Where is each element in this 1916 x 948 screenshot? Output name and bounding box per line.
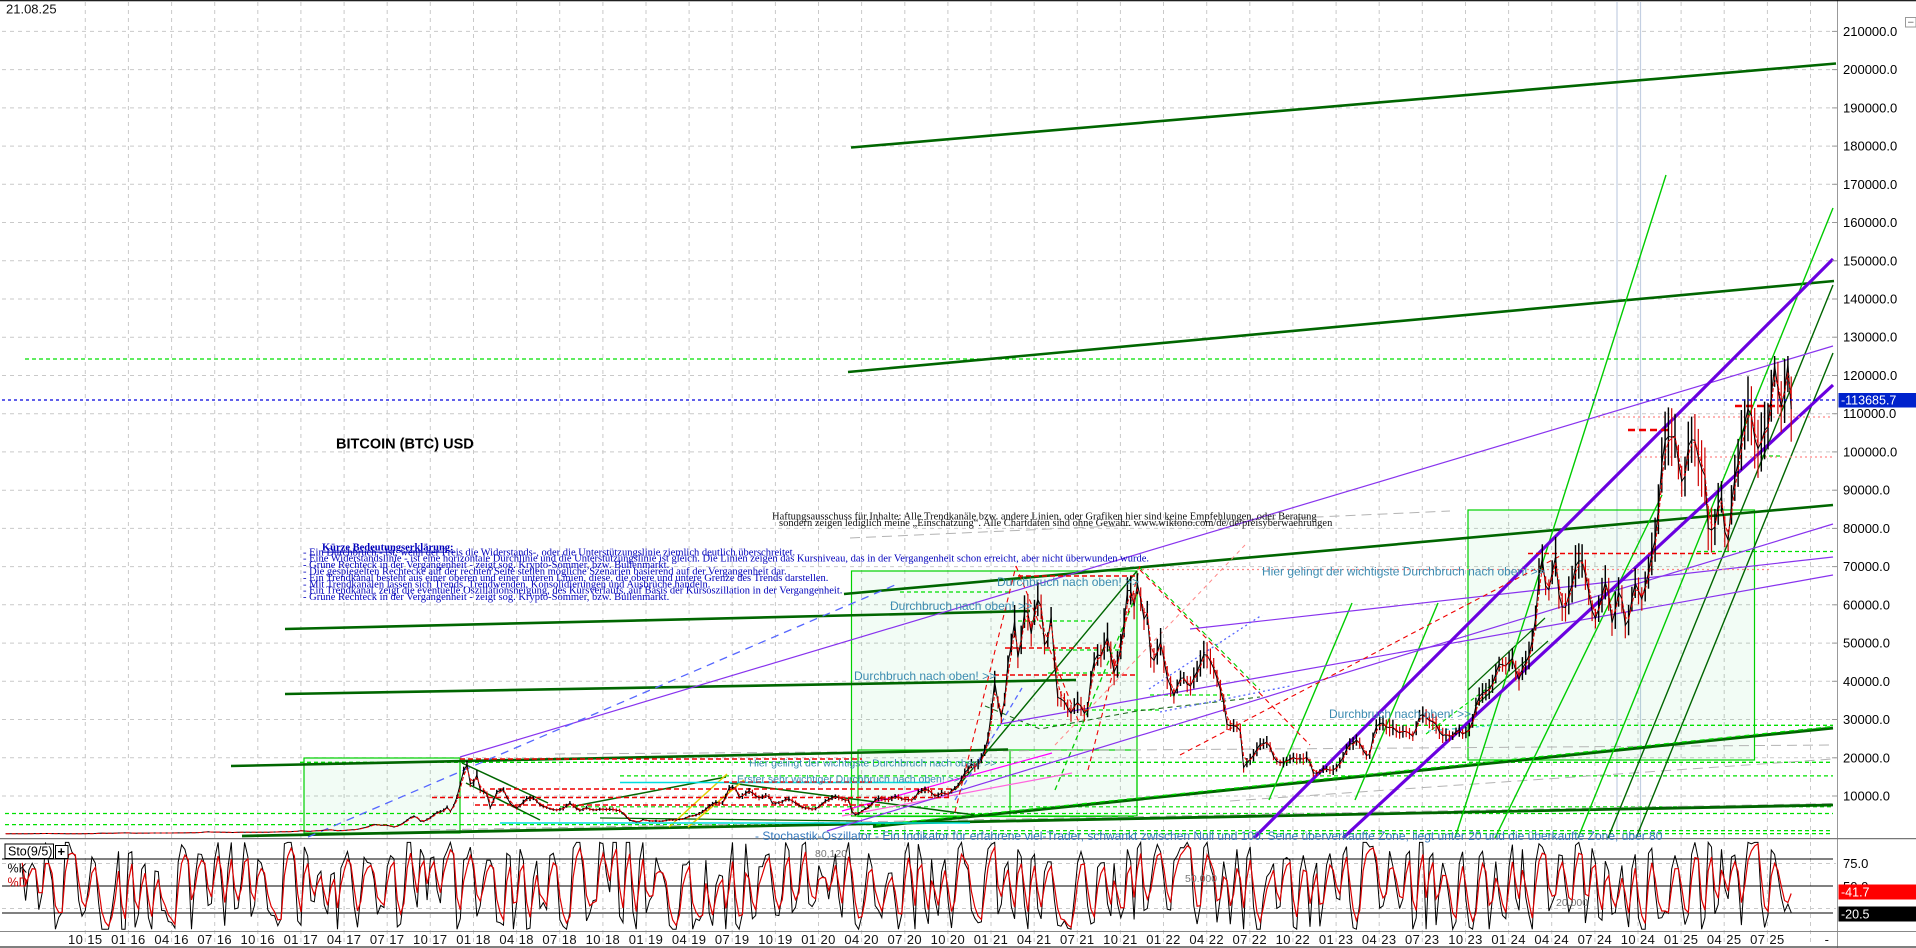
svg-text:Durchbruch nach oben! >>: Durchbruch nach oben! >> [1329, 707, 1471, 721]
svg-text:10 18: 10 18 [586, 932, 621, 947]
svg-text:04 24: 04 24 [1534, 932, 1569, 947]
svg-text:- Ein Trendkanal, zeigt die ev: - Ein Trendkanal, zeigt die eventuelle O… [303, 586, 842, 597]
svg-text:-41.7: -41.7 [1841, 886, 1870, 900]
svg-text:Durchbruch nach oben! >>: Durchbruch nach oben! >> [854, 669, 996, 683]
svg-text:70000.0: 70000.0 [1843, 559, 1890, 574]
svg-text:- Die gespiegelten Rechtecke a: - Die gespiegelten Rechtecke auf der rec… [303, 567, 787, 578]
svg-text:Durchbruch nach oben! >>: Durchbruch nach oben! >> [890, 599, 1032, 613]
svg-text:Kürze Bedeutungserklärung:: Kürze Bedeutungserklärung: [322, 543, 454, 554]
svg-text:75.0: 75.0 [1843, 856, 1868, 871]
svg-text:01 18: 01 18 [456, 932, 491, 947]
svg-text:- Ein Trendkanal besteht aus e: - Ein Trendkanal besteht aus einer obere… [303, 573, 828, 584]
svg-text:10 22: 10 22 [1276, 932, 1311, 947]
svg-text:-20.5: -20.5 [1841, 908, 1870, 922]
svg-text:+: + [58, 844, 66, 859]
svg-text:50.000: 50.000 [1185, 873, 1217, 885]
svg-text:01 16: 01 16 [111, 932, 146, 947]
svg-text:07 19: 07 19 [715, 932, 750, 947]
svg-text:-113685.7: -113685.7 [1841, 394, 1896, 408]
svg-text:210000.0: 210000.0 [1843, 24, 1897, 39]
svg-text:160000.0: 160000.0 [1843, 215, 1897, 230]
svg-text:200000.0: 200000.0 [1843, 62, 1897, 77]
svg-text:Hier gelingt der wichtigste Du: Hier gelingt der wichtigste Durchbruch n… [1262, 565, 1545, 579]
svg-text:Durchbruch nach oben! >>: Durchbruch nach oben! >> [997, 575, 1139, 589]
svg-text:BITCOIN (BTC) USD: BITCOIN (BTC) USD [336, 437, 474, 453]
svg-text:140000.0: 140000.0 [1843, 292, 1897, 307]
svg-text:04 22: 04 22 [1189, 932, 1224, 947]
svg-text:01 21: 01 21 [974, 932, 1009, 947]
svg-text:04 21: 04 21 [1017, 932, 1052, 947]
svg-text:30000.0: 30000.0 [1843, 712, 1890, 727]
svg-text:80000.0: 80000.0 [1843, 521, 1890, 536]
svg-text:07 20: 07 20 [888, 932, 923, 947]
svg-text:07 22: 07 22 [1233, 932, 1268, 947]
svg-text:150000.0: 150000.0 [1843, 253, 1897, 268]
svg-text:20.000: 20.000 [1556, 897, 1588, 909]
svg-text:Erster sehr wichtiger Durchbru: Erster sehr wichtiger Durchbruch nach ob… [737, 774, 960, 786]
svg-text:01 25: 01 25 [1664, 932, 1699, 947]
svg-text:07 24: 07 24 [1578, 932, 1613, 947]
svg-text:07 21: 07 21 [1060, 932, 1095, 947]
svg-text:10 24: 10 24 [1621, 932, 1656, 947]
svg-text:sondern zeigen lediglich meine: sondern zeigen lediglich meine „Einschät… [779, 518, 1333, 529]
svg-text:04 18: 04 18 [499, 932, 534, 947]
svg-text:10000.0: 10000.0 [1843, 789, 1890, 804]
svg-text:10 20: 10 20 [931, 932, 966, 947]
svg-text:-: - [1825, 932, 1830, 947]
svg-text:07 17: 07 17 [370, 932, 405, 947]
svg-text:Sto(9/5): Sto(9/5) [8, 845, 52, 859]
svg-text:20000.0: 20000.0 [1843, 750, 1890, 765]
svg-text:%K: %K [8, 862, 28, 876]
svg-text:04 17: 04 17 [327, 932, 362, 947]
svg-text:01 20: 01 20 [801, 932, 836, 947]
svg-text:21.08.25: 21.08.25 [6, 2, 57, 17]
svg-text:07 18: 07 18 [542, 932, 577, 947]
svg-text:01 24: 01 24 [1491, 932, 1526, 947]
svg-text:90000.0: 90000.0 [1843, 483, 1890, 498]
svg-text:130000.0: 130000.0 [1843, 330, 1897, 345]
svg-text:10 17: 10 17 [413, 932, 448, 947]
svg-text:80,120: 80,120 [815, 848, 847, 860]
svg-text:01 23: 01 23 [1319, 932, 1354, 947]
svg-text:04 16: 04 16 [154, 932, 189, 947]
svg-text:%D: %D [8, 876, 28, 890]
svg-text:07 23: 07 23 [1405, 932, 1440, 947]
svg-text:60000.0: 60000.0 [1843, 597, 1890, 612]
svg-text:10 16: 10 16 [241, 932, 276, 947]
svg-text:01 17: 01 17 [284, 932, 319, 947]
svg-text:- Eine Widerstandslinie - ist: - Eine Widerstandslinie - ist eine horiz… [303, 554, 1149, 565]
svg-text:04 25: 04 25 [1707, 932, 1742, 947]
svg-text:01 19: 01 19 [629, 932, 664, 947]
svg-text:- Grüne Rechteck in der Vergan: - Grüne Rechteck in der Vergangenheit - … [303, 560, 669, 571]
svg-text:100000.0: 100000.0 [1843, 444, 1897, 459]
svg-text:110000.0: 110000.0 [1843, 406, 1896, 421]
svg-text:50000.0: 50000.0 [1843, 636, 1890, 651]
svg-text:04 23: 04 23 [1362, 932, 1397, 947]
svg-text:04 19: 04 19 [672, 932, 707, 947]
svg-text:10 15: 10 15 [68, 932, 103, 947]
svg-text:- Stochastik-Oszillator - Ein: - Stochastik-Oszillator - Ein Indikator … [755, 829, 1663, 843]
svg-text:- Ein Durchbruch - ist, wenn d: - Ein Durchbruch - ist, wenn der Preis d… [303, 547, 795, 558]
svg-text:Haftungsausschuss für Inhalte:: Haftungsausschuss für Inhalte: Alle Tren… [772, 512, 1317, 523]
svg-text:40000.0: 40000.0 [1843, 674, 1890, 689]
svg-text:01 22: 01 22 [1146, 932, 1181, 947]
svg-text:04 20: 04 20 [844, 932, 879, 947]
svg-text:170000.0: 170000.0 [1843, 177, 1897, 192]
svg-text:10 23: 10 23 [1448, 932, 1483, 947]
svg-text:180000.0: 180000.0 [1843, 139, 1897, 154]
svg-text:120000.0: 120000.0 [1843, 368, 1897, 383]
svg-text:07 16: 07 16 [197, 932, 232, 947]
svg-text:10 21: 10 21 [1103, 932, 1138, 947]
svg-text:07 25: 07 25 [1750, 932, 1785, 947]
svg-text:- Mit Trendkanälen lassen sich: - Mit Trendkanälen lassen sich Trends, T… [303, 579, 710, 590]
svg-text:- Grüne Rechteck in der Vergan: - Grüne Rechteck in der Vergangenheit - … [303, 592, 669, 603]
svg-text:Hier gelingt der wichtigste Du: Hier gelingt der wichtigste Durchbruch n… [749, 758, 996, 770]
svg-text:190000.0: 190000.0 [1843, 100, 1897, 115]
svg-text:10 19: 10 19 [758, 932, 793, 947]
